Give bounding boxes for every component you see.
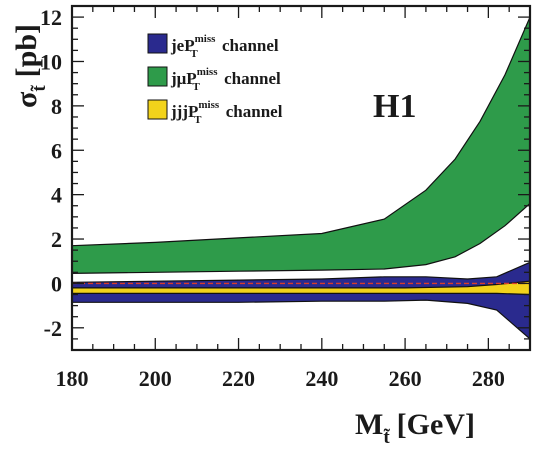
y-tick-label: -2 bbox=[44, 316, 62, 341]
x-axis-unit: [GeV] bbox=[397, 408, 475, 441]
y-tick-label: 12 bbox=[40, 5, 62, 30]
y-tick-label: 2 bbox=[51, 227, 62, 252]
legend-swatch bbox=[147, 66, 168, 87]
legend-jmu: jμPmiss T channel bbox=[147, 66, 281, 93]
legend-jjj: jjjPmiss T channel bbox=[147, 99, 283, 126]
experiment-label: H1 bbox=[373, 88, 416, 125]
y-tick-label: 10 bbox=[40, 49, 62, 74]
x-axis-title: Mt̃ [GeV] bbox=[355, 408, 475, 448]
x-tick-label: 280 bbox=[472, 366, 505, 391]
legend-label: jePmiss T channel bbox=[170, 33, 279, 60]
x-axis-symbol: M bbox=[355, 408, 383, 441]
legend-label: jjjPmiss T channel bbox=[170, 99, 283, 126]
y-tick-label: 0 bbox=[51, 271, 62, 296]
plot-frame bbox=[70, 4, 532, 352]
legend-label: jμPmiss T channel bbox=[170, 66, 281, 93]
x-tick-label: 180 bbox=[56, 366, 89, 391]
band-je-channel bbox=[71, 261, 531, 341]
x-axis-subscript: t̃ bbox=[383, 427, 390, 448]
tick-labels: 180 200 220 240 260 280 12 10 8 6 4 2 0 -2 bbox=[40, 5, 505, 391]
x-tick-label: 240 bbox=[305, 366, 338, 391]
legend-je: jePmiss T channel bbox=[147, 33, 279, 60]
x-tick-label: 220 bbox=[222, 366, 255, 391]
y-axis-subscript: t̃ bbox=[29, 84, 50, 91]
y-axis-title: σt̃ [pb] bbox=[10, 24, 50, 108]
uncertainty-bands bbox=[71, 16, 531, 341]
y-axis-symbol: σ bbox=[10, 91, 43, 108]
y-tick-label: 4 bbox=[51, 183, 62, 208]
x-tick-label: 260 bbox=[389, 366, 422, 391]
y-axis-unit: [pb] bbox=[10, 24, 43, 77]
y-tick-label: 8 bbox=[51, 94, 62, 119]
legend-swatch bbox=[147, 33, 168, 54]
band-jmu-channel bbox=[71, 16, 531, 275]
legend-swatch bbox=[147, 99, 168, 120]
y-tick-label: 6 bbox=[51, 138, 62, 163]
legend: jePmiss T channel jμPmiss T channel jjjPmiss… bbox=[147, 33, 283, 126]
x-tick-label: 200 bbox=[139, 366, 172, 391]
